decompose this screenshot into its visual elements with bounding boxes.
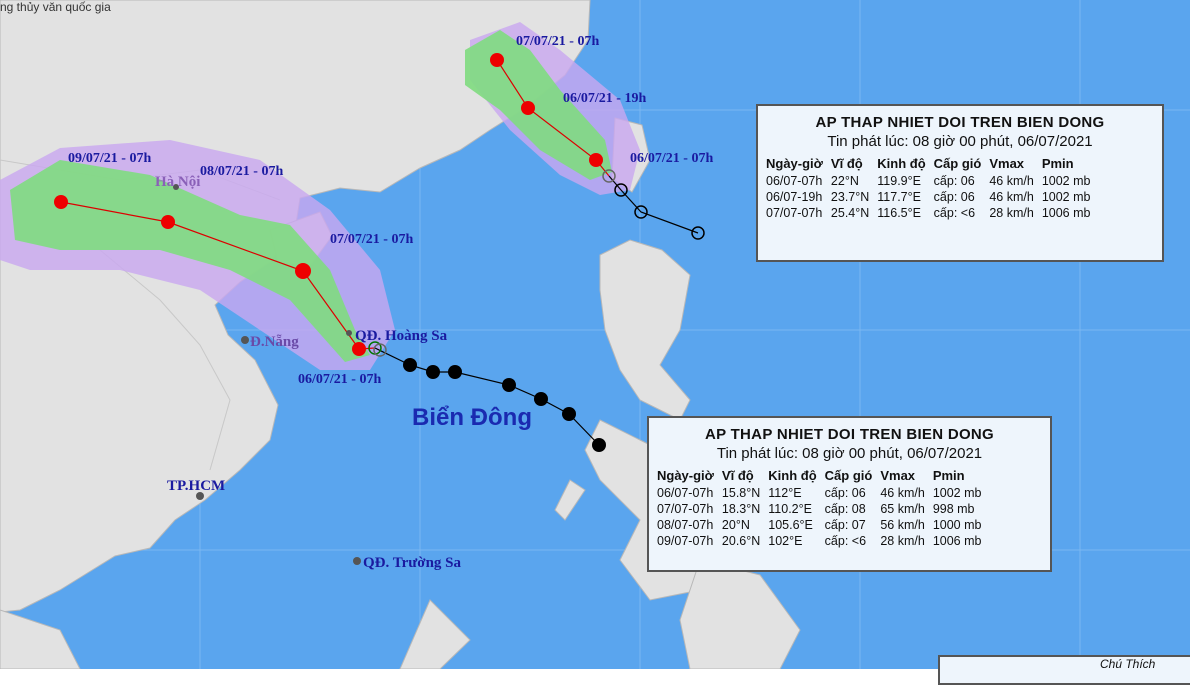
cell: 28 km/h: [989, 206, 1034, 220]
place-label: QĐ. Hoàng Sa: [355, 328, 448, 344]
cell: 102°E: [768, 534, 803, 548]
bulletin-box: AP THAP NHIET DOI TREN BIEN DONG Tin phát…: [647, 416, 1052, 572]
cell: 06/07-07h: [766, 174, 823, 188]
cell: 20°N: [721, 518, 750, 532]
cell: cấp: <6: [933, 206, 976, 220]
cell: 23.7°N: [830, 190, 870, 204]
bulletin-title: AP THAP NHIET DOI TREN BIEN DONG: [704, 426, 995, 443]
column-header: Pmin: [1041, 156, 1074, 171]
cell: 119.9°E: [877, 174, 921, 188]
cell: 1002 mb: [1041, 190, 1091, 204]
forecast-points: [54, 53, 603, 356]
column-header: Ngày-giờ: [657, 468, 714, 483]
cell: cấp: 06: [933, 190, 975, 204]
city-dots: [173, 184, 361, 565]
cell: 22°N: [830, 174, 859, 188]
risk-cone-inner: [10, 160, 370, 362]
bulletin-table: Ngày-giờ Vĩ độ Kinh độ Cấp gió Vmax Pmin 06/07…: [657, 466, 989, 549]
cell: 46 km/h: [880, 486, 925, 500]
time-label: 07/07/21 - 07h: [516, 34, 599, 49]
column-header: Vmax: [880, 468, 916, 483]
cell: 09/07-07h: [657, 534, 714, 548]
data-row: 06/07-07h 22°N 119.9°E cấp: 06 46 km/h 1002 m…: [766, 173, 1098, 189]
cell: 116.5°E: [877, 206, 921, 220]
cell: cấp: 06: [933, 174, 975, 188]
column-header: Cấp gió: [824, 468, 873, 483]
cell: 1006 mb: [932, 534, 982, 548]
data-row: 07/07-07h 18.3°N 110.2°E cấp: 08 65 km/h 998 …: [657, 501, 989, 517]
cell: 06/07-07h: [657, 486, 714, 500]
cell: 1002 mb: [1041, 174, 1091, 188]
cell: cấp: 08: [824, 502, 866, 516]
cell: 06/07-19h: [766, 190, 823, 204]
place-label: TP.HCM: [167, 478, 225, 494]
header-row: Ngày-giờ Vĩ độ Kinh độ Cấp gió Vmax Pmin: [657, 466, 989, 485]
time-label: 06/07/21 - 07h: [630, 151, 713, 166]
bulletin-table: Ngày-giờ Vĩ độ Kinh độ Cấp gió Vmax Pmin 06/07…: [766, 154, 1098, 221]
cell: cấp: 06: [824, 486, 866, 500]
column-header: Vmax: [989, 156, 1025, 171]
time-label: 08/07/21 - 07h: [200, 164, 283, 179]
column-header: Kinh độ: [768, 468, 817, 483]
cell: 28 km/h: [880, 534, 925, 548]
cell: 110.2°E: [768, 502, 812, 516]
column-header: Ngày-giờ: [766, 156, 823, 171]
cell: 112°E: [768, 486, 802, 500]
time-label: 06/07/21 - 07h: [298, 372, 381, 387]
cell: 1006 mb: [1041, 206, 1091, 220]
cell: 46 km/h: [989, 190, 1034, 204]
header-row: Ngày-giờ Vĩ độ Kinh độ Cấp gió Vmax Pmin: [766, 154, 1098, 173]
data-row: 07/07-07h 25.4°N 116.5°E cấp: <6 28 km/h 1006…: [766, 205, 1098, 221]
bulletin-issued: Tin phát lúc: 08 giờ 00 phút, 06/07/2021: [827, 133, 1093, 150]
cell: 46 km/h: [989, 174, 1034, 188]
cell: 07/07-07h: [766, 206, 823, 220]
cell: 56 km/h: [880, 518, 925, 532]
column-header: Kinh độ: [877, 156, 926, 171]
cell: 07/07-07h: [657, 502, 714, 516]
place-label: Đ.Nẵng: [250, 334, 299, 350]
cell: 65 km/h: [880, 502, 925, 516]
place-label: Hà Nội: [155, 174, 200, 190]
cell: cấp: 07: [824, 518, 866, 532]
past-points-filled: [403, 358, 606, 452]
cell: 15.8°N: [721, 486, 761, 500]
cell: 08/07-07h: [657, 518, 714, 532]
time-label: 06/07/21 - 19h: [563, 91, 646, 106]
cell: 20.6°N: [721, 534, 761, 548]
agency: ng thủy văn quốc gia: [0, 0, 111, 14]
column-header: Vĩ độ: [721, 468, 754, 483]
column-header: Vĩ độ: [830, 156, 863, 171]
column-header: Pmin: [932, 468, 965, 483]
cell: 105.6°E: [768, 518, 813, 532]
time-label: 09/07/21 - 07h: [68, 151, 151, 166]
data-row: 06/07-07h 15.8°N 112°E cấp: 06 46 km/h 1002 m…: [657, 485, 989, 501]
bulletin-issued: Tin phát lúc: 08 giờ 00 phút, 06/07/2021: [716, 445, 983, 462]
place-label: QĐ. Trường Sa: [363, 555, 462, 571]
cell: 117.7°E: [877, 190, 921, 204]
cell: 1000 mb: [932, 518, 982, 532]
data-row: 06/07-19h 23.7°N 117.7°E cấp: 06 46 km/h 1002…: [766, 189, 1098, 205]
bulletin-title: AP THAP NHIET DOI TREN BIEN DONG: [815, 114, 1105, 131]
column-header: Cấp gió: [933, 156, 982, 171]
cell: 998 mb: [932, 502, 975, 516]
legend-title: Chú Thích: [1100, 657, 1156, 671]
data-row: 08/07-07h 20°N 105.6°E cấp: 07 56 km/h 1000 m…: [657, 517, 989, 533]
legend-box: Chú Thích: [938, 655, 1190, 685]
cell: 25.4°N: [830, 206, 870, 220]
past-points: [368, 169, 705, 357]
bulletin-box: AP THAP NHIET DOI TREN BIEN DONG Tin phát…: [756, 104, 1164, 262]
sea-label: Biển Đông: [412, 404, 532, 431]
data-row: 09/07-07h 20.6°N 102°E cấp: <6 28 km/h 1006 m…: [657, 533, 989, 549]
time-label: 07/07/21 - 07h: [330, 232, 413, 247]
cell: 1002 mb: [932, 486, 982, 500]
cell: 18.3°N: [721, 502, 761, 516]
cell: cấp: <6: [824, 534, 867, 548]
